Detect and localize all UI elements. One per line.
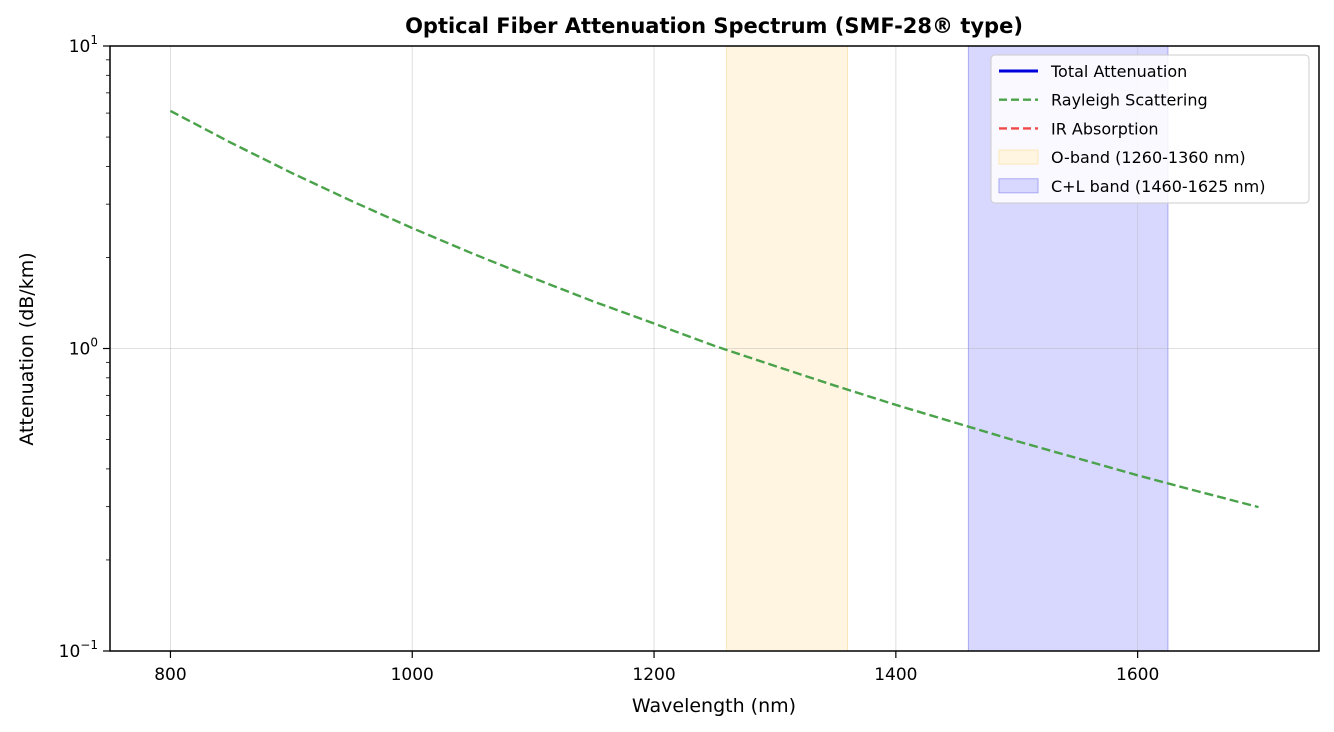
y-tick-label: 101 (69, 33, 98, 57)
legend-label: O-band (1260-1360 nm) (1051, 148, 1246, 167)
legend-label: IR Absorption (1051, 119, 1159, 138)
data-series (169, 109, 1259, 509)
legend-label: Total Attenuation (1050, 62, 1187, 81)
x-tick-label: 1000 (391, 665, 434, 685)
legend-label: C+L band (1460-1625 nm) (1051, 177, 1265, 196)
y-tick-label: 100 (69, 336, 98, 360)
legend: Total Attenuation Rayleigh Scattering IR A… (990, 54, 1310, 204)
x-axis-label: Wavelength (nm) (632, 695, 796, 717)
band-o-region (726, 45, 848, 652)
x-tick-label: 1600 (1116, 665, 1159, 685)
axis-ticks: 800 1000 1200 1400 1600 10−1 100 101 (59, 33, 1160, 685)
x-tick-label: 1200 (632, 665, 675, 685)
legend-label: Rayleigh Scattering (1051, 91, 1208, 110)
x-tick-label: 1400 (874, 665, 917, 685)
series-line-rayleigh-scattering (169, 109, 1259, 509)
legend-patch-swatch (998, 149, 1039, 165)
chart-title: Optical Fiber Attenuation Spectrum (SMF-… (405, 14, 1023, 38)
legend-box (990, 54, 1310, 204)
legend-patch-swatch (998, 178, 1039, 194)
x-tick-label: 800 (154, 665, 186, 685)
y-tick-label: 10−1 (59, 638, 98, 662)
y-axis-label: Attenuation (dB/km) (16, 252, 38, 445)
